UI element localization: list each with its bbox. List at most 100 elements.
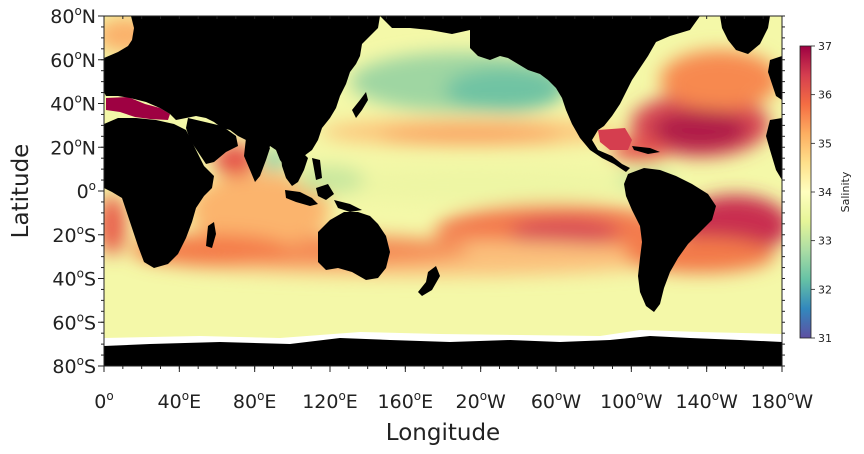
lat-tick-label-hemisphere: N — [82, 50, 96, 72]
lon-tick-label: 60oW — [531, 389, 582, 413]
lon-tick-label-degree: o — [555, 389, 562, 403]
lat-tick-label-value: 80 — [52, 356, 76, 378]
lon-tick-label-degree: o — [712, 389, 719, 403]
lat-tick-label: 60oN — [50, 48, 96, 72]
lat-tick-label-value: 60 — [52, 312, 76, 334]
land-new-zealand — [418, 266, 440, 296]
lat-tick-label-degree: o — [74, 4, 81, 18]
lat-tick-label: 20oN — [50, 135, 96, 159]
land-africa — [104, 118, 214, 268]
lon-tick-label: 20oW — [456, 389, 507, 413]
lat-tick-label-hemisphere: S — [84, 312, 96, 334]
lat-tick-label-value: 40 — [52, 269, 76, 291]
lat-tick-label-hemisphere: N — [82, 137, 96, 159]
lat-tick-label-hemisphere: S — [84, 356, 96, 378]
lon-tick-label-value: 160 — [378, 391, 414, 413]
lat-tick-label-value: 60 — [50, 50, 74, 72]
colorbar-tick-label: 36 — [818, 89, 832, 102]
lon-tick-label-hemisphere: W — [487, 391, 506, 413]
land-arctic-east — [380, 16, 470, 34]
land-japan — [352, 92, 368, 118]
land-madagascar — [206, 222, 216, 248]
lon-tick-label-value: 100 — [600, 391, 636, 413]
lat-tick-label-hemisphere: N — [82, 6, 96, 28]
land-indonesia — [285, 158, 362, 212]
land-australia — [318, 212, 390, 280]
land-indochina — [280, 146, 308, 186]
lat-tick-label-hemisphere: N — [82, 94, 96, 116]
lon-tick-label: 100oW — [600, 389, 663, 413]
land-antarctica — [104, 336, 782, 366]
lon-tick-label-hemisphere: E — [264, 391, 276, 413]
lon-tick-label-value: 20 — [456, 391, 480, 413]
lat-tick-label: 80oN — [50, 4, 96, 28]
lon-tick-label-degree: o — [480, 389, 487, 403]
land-arabia — [186, 118, 238, 164]
lat-tick-label: 20oS — [52, 223, 96, 247]
lon-tick-label-degree: o — [787, 389, 794, 403]
lon-tick-label-value: 0 — [94, 391, 106, 413]
lat-tick-label-value: 20 — [52, 225, 76, 247]
lon-tick-label-degree: o — [257, 389, 264, 403]
lat-tick-label-value: 20 — [50, 137, 74, 159]
lat-tick-label-degree: o — [74, 92, 81, 106]
lat-tick-label-value: 40 — [50, 94, 74, 116]
lon-tick-label-degree: o — [414, 389, 421, 403]
lat-tick-label-degree: o — [77, 310, 84, 324]
colorbar-tick-label: 35 — [818, 137, 832, 150]
y-axis-title: Latitude — [8, 144, 34, 239]
lon-tick-label: 80oE — [233, 389, 277, 413]
lon-tick-label: 180oW — [751, 389, 814, 413]
lat-tick-label-hemisphere: S — [84, 269, 96, 291]
lon-tick-label-hemisphere: E — [346, 391, 358, 413]
lon-tick-label-value: 40 — [158, 391, 182, 413]
x-axis-title: Longitude — [386, 420, 500, 446]
lon-tick-label-degree: o — [338, 389, 345, 403]
longitude-ticks: 0o 40oE 80oE 120oE 160oE 20oW 60oW 100oW 140oW 18… — [94, 366, 813, 413]
lon-tick-label-value: 80 — [233, 391, 257, 413]
lat-tick-label-value: 80 — [50, 6, 74, 28]
lon-tick-label: 140oW — [675, 389, 738, 413]
lat-tick-label: 40oS — [52, 267, 96, 291]
colorbar-tick-label: 31 — [818, 332, 832, 345]
land-masses — [104, 16, 782, 366]
land-india — [244, 138, 270, 182]
lat-tick-label-degree: o — [74, 48, 81, 62]
lat-tick-label: 0o — [77, 179, 96, 203]
colorbar-tick-label: 34 — [818, 186, 832, 199]
land-south-america — [624, 168, 716, 312]
lon-tick-label-hemisphere: E — [421, 391, 433, 413]
colorbar-title: Salinity — [839, 171, 852, 212]
lon-tick-label-degree: o — [636, 389, 643, 403]
lon-tick-label-hemisphere: E — [189, 391, 201, 413]
lon-tick-label-degree: o — [106, 389, 113, 403]
lon-tick-label-hemisphere: W — [794, 391, 813, 413]
lat-tick-label: 80oS — [52, 354, 96, 378]
lat-tick-label-degree: o — [77, 267, 84, 281]
lat-tick-label-value: 0 — [77, 181, 89, 203]
land-north-america — [470, 16, 700, 172]
lon-tick-label-value: 120 — [302, 391, 338, 413]
lon-tick-label: 160oE — [378, 389, 434, 413]
lon-tick-label: 40oE — [158, 389, 202, 413]
land-africa-west — [766, 118, 782, 180]
lon-tick-label-value: 180 — [751, 391, 787, 413]
lat-tick-label-degree: o — [77, 354, 84, 368]
colorbar-ticks: 31 32 33 34 35 36 37 — [811, 40, 832, 345]
lon-tick-label: 120oE — [302, 389, 358, 413]
lat-tick-label: 60oS — [52, 310, 96, 334]
lon-tick-label-value: 60 — [531, 391, 555, 413]
lat-tick-label-degree: o — [89, 179, 96, 193]
lon-tick-label-hemisphere: W — [562, 391, 581, 413]
land-eurasia — [104, 16, 380, 170]
lon-tick-label: 0o — [94, 389, 113, 413]
colorbar-gradient-bar — [799, 45, 812, 339]
lon-tick-label-hemisphere: W — [644, 391, 663, 413]
lat-tick-label-degree: o — [74, 135, 81, 149]
map-plot-area — [104, 16, 782, 366]
land-europe-west — [768, 56, 782, 100]
lat-tick-label-hemisphere: S — [84, 225, 96, 247]
colorbar-tick-label: 32 — [818, 283, 832, 296]
